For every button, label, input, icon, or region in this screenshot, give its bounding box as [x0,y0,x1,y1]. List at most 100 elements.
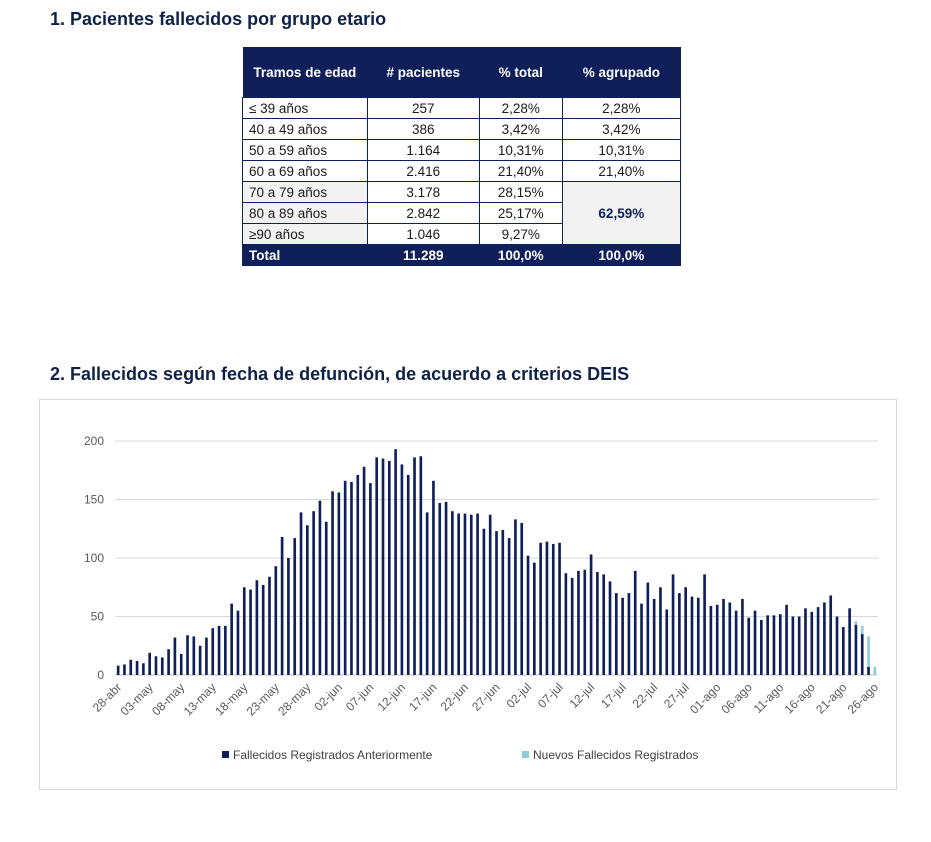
bar-previous [760,620,763,675]
bar-previous [123,664,126,675]
bar-previous [369,483,372,675]
bar-previous [463,513,467,675]
bar-previous [867,666,870,675]
pct-total-cell: 21,40% [478,160,563,182]
bar-previous [596,572,599,675]
bar-previous [469,514,473,675]
bar-previous [343,480,347,675]
table-row: 80 a 89 años 2.842 25,17% [242,202,681,224]
x-tick-label: 18-may [212,680,250,718]
bar-previous [583,569,587,675]
bar-previous [268,576,271,675]
bar-previous [362,466,366,675]
bar-previous [331,491,334,675]
bar-previous [242,587,246,675]
bar-previous [154,656,158,675]
table-row: 50 a 59 años 1.164 10,31% 10,31% [242,139,682,161]
bar-previous [602,574,606,675]
total-label-cell: Total [242,244,368,266]
bar-previous [734,610,738,675]
bar-previous [318,500,322,675]
bar-previous [797,616,801,675]
bar-previous [728,602,732,675]
bar-previous [545,541,549,675]
x-tick-label: 13-may [181,680,219,718]
patients-cell: 386 [366,118,480,140]
bar-previous [854,624,858,675]
section-1-title: 1. Pacientes fallecidos por grupo etario [50,9,387,29]
bar-previous [841,627,845,675]
bar-previous [160,657,164,675]
bar-previous [261,584,265,675]
bar-previous [551,543,555,675]
x-tick-label: 16-ago [782,680,819,717]
y-tick-label: 50 [91,610,105,624]
bar-previous [211,628,215,675]
bar-previous [835,616,839,675]
bar-previous [816,607,820,675]
bar-previous [501,529,505,675]
bar-previous [520,522,524,675]
bar-previous [224,625,227,675]
bar-previous [665,609,669,675]
bar-previous [217,625,221,675]
bar-previous [406,474,410,675]
y-tick-label: 150 [84,493,104,507]
bar-previous [148,652,152,675]
x-tick-label: 17-jul [598,680,629,711]
bar-previous [287,558,290,675]
age-range-cell: 50 a 59 años [242,139,368,161]
bar-previous [400,464,404,675]
bar-previous [186,635,189,675]
x-tick-label: 22-jun [438,680,471,713]
bar-previous [747,617,751,675]
x-tick-label: 01-ago [687,680,724,717]
bar-previous [419,456,423,675]
x-tick-label: 21-ago [813,680,850,717]
x-tick-label: 11-ago [751,680,787,716]
bar-previous [823,602,826,675]
bar-previous [722,598,725,675]
bar-previous [135,660,139,675]
bar-previous [652,598,656,675]
section-2-title: 2. Fallecidos según fecha de defunción, … [50,364,630,384]
x-tick-label: 12-jul [567,680,598,711]
header-age-range: Tramos de edad [242,47,368,98]
bar-new [867,636,870,667]
bar-previous [205,637,208,675]
bar-previous [690,596,694,675]
x-tick-label: 23-may [244,680,282,718]
table-row: 40 a 49 años 386 3,42% 3,42% [242,118,682,140]
x-tick-label: 26-ago [845,680,882,717]
x-tick-label: 28-may [275,680,313,718]
x-tick-label: 07-jul [535,680,566,711]
bar-previous [236,610,240,675]
pct-grouped-merged-cell: 62,59% [561,181,682,245]
table-row: 70 a 79 años 3.178 28,15% 62,59% [242,181,682,245]
bar-previous [444,501,448,675]
bar-previous [173,637,177,675]
bar-previous [791,616,795,675]
bar-previous [608,581,612,675]
pct-total-cell: 28,15% [478,181,563,203]
bar-previous [129,659,133,675]
bar-previous [249,589,252,675]
bar-previous [778,614,782,675]
bar-previous [425,512,429,675]
bar-previous [514,519,517,675]
bar-new [873,666,877,675]
age-group-table: Tramos de edad # pacientes % total % agr… [242,47,682,266]
bar-previous [312,511,315,675]
pct-total-cell: 9,27% [478,223,563,245]
bar-previous [255,580,259,675]
age-range-cell: 70 a 79 años [242,181,368,203]
legend-label-new: Nuevos Fallecidos Registrados [533,748,699,762]
bar-previous [192,636,196,675]
bar-new [854,621,858,625]
x-tick-label: 02-jul [503,680,534,711]
bar-previous [299,512,303,675]
header-pct-total: % total [479,47,563,98]
x-tick-label: 07-jun [343,680,376,713]
pct-grouped-cell: 10,31% [561,139,682,161]
